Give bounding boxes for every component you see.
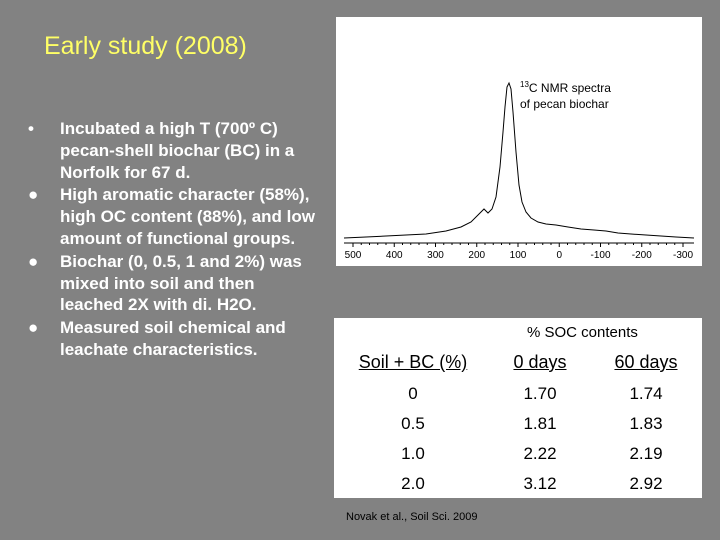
table-cell: 2.92 <box>629 474 663 493</box>
soc-group-header: % SOC contents <box>527 324 638 341</box>
nmr-axis-tick-label: -100 <box>590 250 610 261</box>
nmr-spectrum-figure: 500 400 300 200 100 0 -100 -200 -300 13C NMR spe… <box>336 17 702 266</box>
bullet-marker: ● <box>28 318 39 338</box>
nmr-spectrum-plot: 500 400 300 200 100 0 -100 -200 -300 <box>343 81 695 261</box>
table-cell: 1.81 <box>523 414 557 433</box>
table-cell: 2.0 <box>401 474 425 493</box>
table-header-0-days: 0 days <box>513 352 567 372</box>
nmr-axis-tick-label: 200 <box>468 250 485 261</box>
nmr-axis-tick-label: -300 <box>673 250 693 261</box>
bullet-text: Incubated a high T (700º C) pecan-shell … <box>60 119 295 182</box>
table-header-60-days: 60 days <box>614 352 678 372</box>
nmr-caption: 13C NMR spectra of pecan biochar <box>520 77 660 112</box>
nmr-caption-line2: of pecan biochar <box>520 97 609 111</box>
table-cell: 0 <box>408 384 418 403</box>
bullet-marker: • <box>28 119 34 138</box>
nmr-caption-line1: C NMR spectra <box>528 81 611 95</box>
table-cell: 1.83 <box>629 414 663 433</box>
nmr-axis-tick-label: 0 <box>556 250 562 261</box>
soc-table-panel <box>334 318 702 498</box>
table-header-soil-bc: Soil + BC (%) <box>358 352 468 372</box>
bullet-item: ● Measured soil chemical and leachate cha… <box>28 317 318 361</box>
bullet-item: ● Biochar (0, 0.5, 1 and 2%) was mixed in… <box>28 251 318 316</box>
table-cell: 1.0 <box>401 444 425 463</box>
table-cell: 2.22 <box>523 444 557 463</box>
bullet-text: High aromatic character (58%), high OC c… <box>60 185 315 248</box>
bullet-item: ● High aromatic character (58%), high OC … <box>28 184 318 249</box>
nmr-spectrum-trace <box>343 81 695 239</box>
nmr-axis-tick-label: 300 <box>427 250 444 261</box>
table-cell: 2.19 <box>629 444 663 463</box>
table-cell: 1.74 <box>629 384 663 403</box>
slide-title: Early study (2008) <box>44 32 247 60</box>
nmr-axis-tick-label: -200 <box>632 250 652 261</box>
bullet-text: Biochar (0, 0.5, 1 and 2%) was mixed int… <box>60 251 302 315</box>
nmr-caption-superscript: 13 <box>520 80 529 89</box>
bullet-marker: ● <box>28 185 39 205</box>
table-cell: 1.70 <box>523 384 557 403</box>
citation: Novak et al., Soil Sci. 2009 <box>346 511 478 523</box>
bullet-marker: ● <box>28 251 39 271</box>
bullet-list: • Incubated a high T (700º C) pecan-shell… <box>28 118 318 362</box>
nmr-axis-tick-label: 400 <box>386 250 403 261</box>
bullet-text: Measured soil chemical and leachate char… <box>60 318 286 359</box>
bullet-item: • Incubated a high T (700º C) pecan-shell… <box>28 118 318 183</box>
table-cell: 0.5 <box>401 414 425 433</box>
nmr-axis-tick-label: 500 <box>345 250 362 261</box>
table-cell: 3.12 <box>523 474 557 493</box>
nmr-axis-tick-label: 100 <box>510 250 527 261</box>
